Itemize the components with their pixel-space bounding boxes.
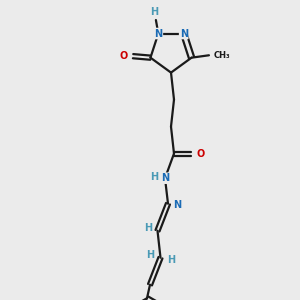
Text: N: N — [180, 28, 188, 38]
Text: N: N — [154, 28, 162, 38]
Text: N: N — [173, 200, 181, 210]
Text: H: H — [144, 223, 152, 233]
Text: CH₃: CH₃ — [213, 51, 230, 60]
Text: H: H — [150, 7, 158, 16]
Text: O: O — [196, 148, 205, 159]
Text: N: N — [161, 173, 169, 183]
Text: H: H — [146, 250, 154, 260]
Text: O: O — [120, 51, 128, 61]
Text: H: H — [150, 172, 158, 182]
Text: H: H — [167, 255, 175, 265]
